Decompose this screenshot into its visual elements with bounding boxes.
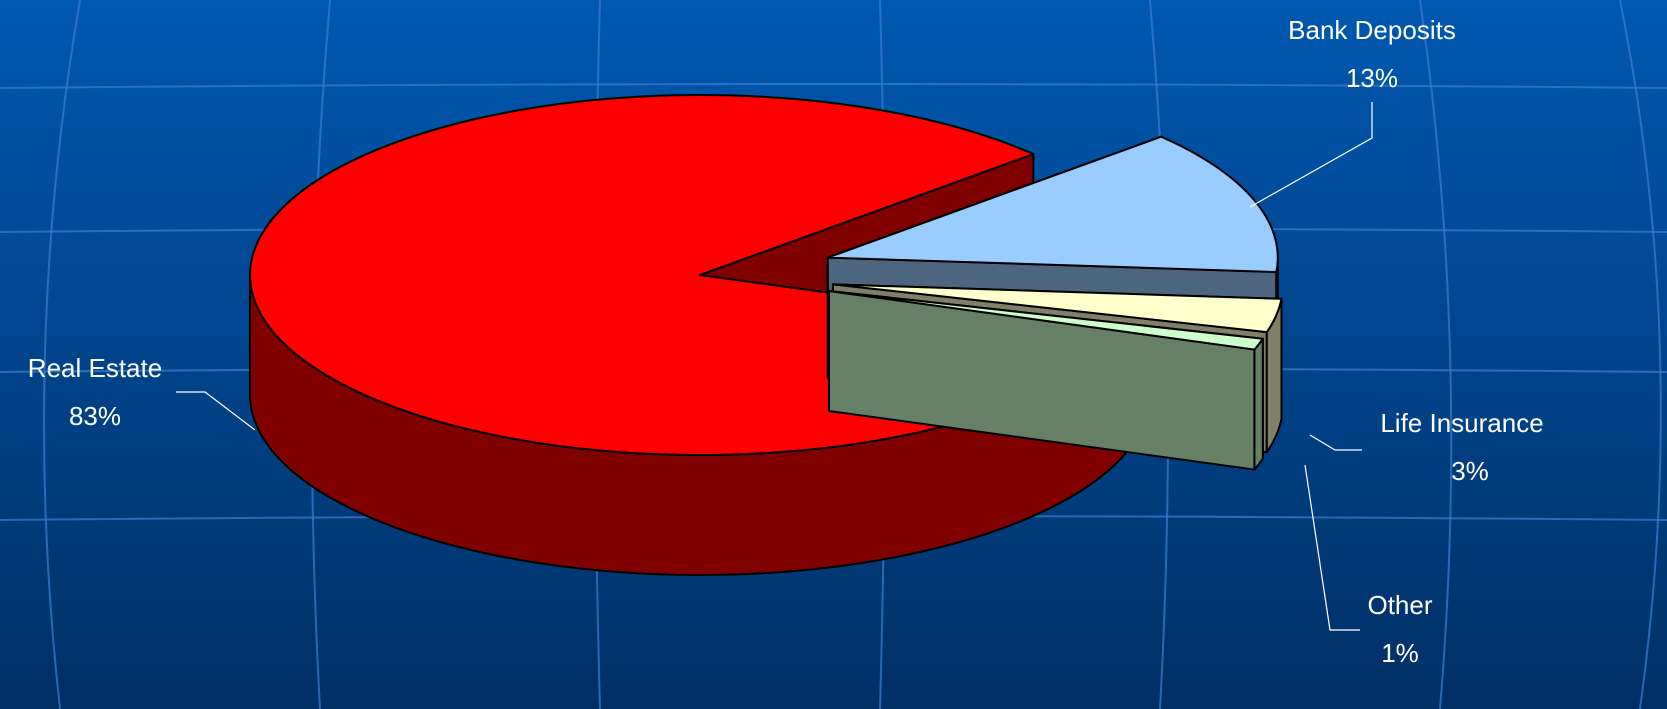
value-label: 83%: [69, 401, 121, 431]
leader-line: [1249, 102, 1373, 208]
slice-label: Real Estate: [28, 353, 162, 383]
pie-slice: [827, 289, 1264, 351]
pie-slice-wall: [1253, 337, 1264, 471]
slice-label: Life Insurance: [1380, 408, 1543, 438]
value-label: 1%: [1381, 638, 1419, 668]
leader-line: [1304, 464, 1360, 631]
leader-line: [176, 391, 256, 431]
value-label: 3%: [1451, 456, 1489, 486]
pie-slice: [826, 135, 1279, 274]
value-label: 13%: [1346, 63, 1398, 93]
slice-label: Other: [1367, 590, 1432, 620]
pie-slice: [831, 283, 1283, 334]
slice-label: Bank Deposits: [1288, 15, 1456, 45]
leader-line: [1309, 434, 1362, 451]
